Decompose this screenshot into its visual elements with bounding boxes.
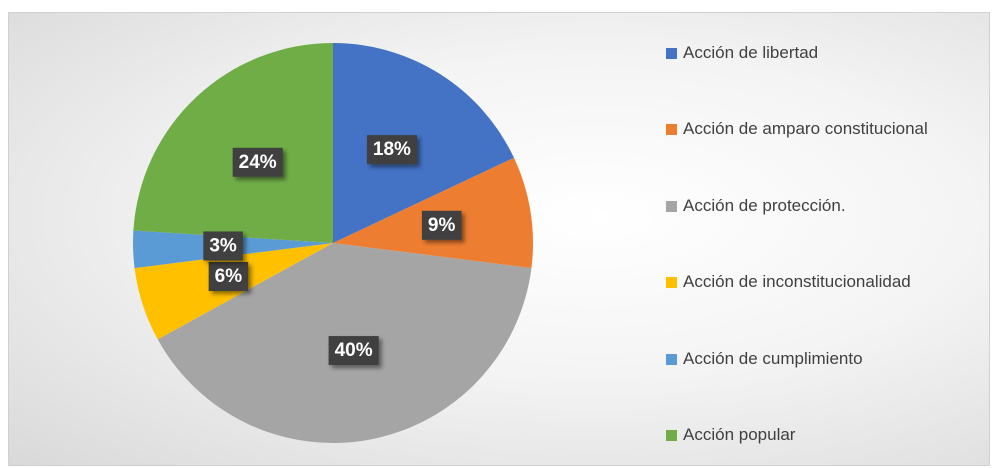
legend-item: Acción de inconstitucionalidad [666, 269, 991, 295]
legend-swatch [666, 353, 677, 365]
legend-label: Acción popular [683, 424, 796, 444]
data-label: 3% [209, 235, 237, 256]
legend-swatch [666, 124, 677, 136]
legend-swatch [666, 48, 677, 59]
legend-item: Acción de amparo constitucional [666, 116, 991, 142]
data-label: 6% [215, 266, 243, 287]
data-label-box [328, 336, 379, 366]
legend-label: Acción de libertad [683, 43, 819, 62]
data-label-box [366, 135, 418, 165]
data-label: 40% [335, 340, 373, 361]
legend-label: Acción de cumplimiento [683, 348, 863, 368]
legend-label: Acción de amparo constitucional [683, 119, 928, 139]
data-label-box [203, 231, 243, 261]
legend-label: Acción de inconstitucionalidad [683, 272, 911, 292]
legend-item: Acción de protección. [666, 193, 991, 219]
data-label-box [232, 147, 283, 177]
pie-slice [133, 43, 333, 243]
legend-item: Acción de libertad [666, 40, 991, 66]
data-label-box [421, 210, 462, 240]
legend-swatch [666, 277, 677, 289]
legend-swatch [666, 429, 677, 441]
data-label: 9% [428, 215, 456, 236]
pie-slice [134, 243, 333, 340]
data-label-box [208, 262, 249, 292]
legend-label: Acción de protección. [683, 195, 846, 215]
legend: Acción de libertad Acción de amparo const… [666, 40, 991, 448]
data-label: 18% [373, 139, 411, 160]
legend-item: Acción popular [666, 422, 991, 448]
pie-slice [333, 43, 514, 243]
data-label: 24% [239, 152, 277, 173]
legend-swatch [666, 200, 677, 212]
legend-item: Acción de cumplimiento [666, 346, 991, 372]
